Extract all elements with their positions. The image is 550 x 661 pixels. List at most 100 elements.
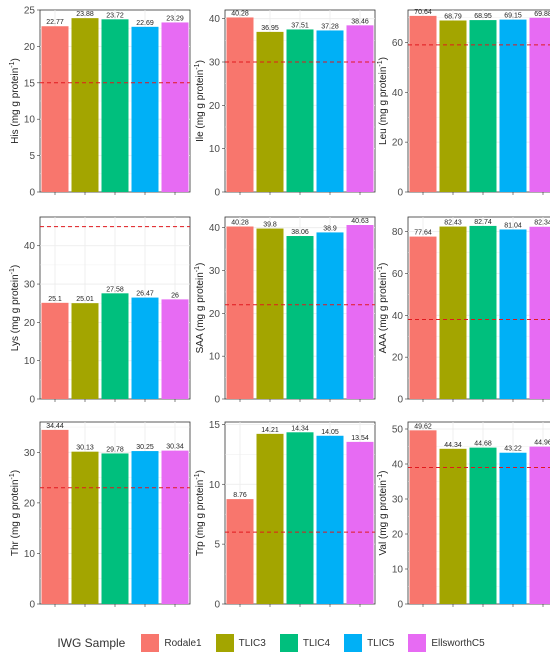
y-tick-label: 10	[209, 480, 221, 491]
bar-ellsworthc5	[161, 450, 189, 604]
data-label: 30.34	[166, 444, 184, 451]
y-tick-label: 40	[209, 14, 221, 25]
data-label: 40.28	[231, 10, 249, 17]
bar-tlic5	[499, 19, 527, 192]
y-tick-label: 40	[392, 311, 404, 322]
bar-tlic3	[439, 226, 467, 399]
data-label: 40.63	[351, 218, 369, 225]
data-label: 29.78	[106, 446, 124, 453]
legend-label: Rodale1	[164, 637, 202, 649]
bar-tlic5	[316, 30, 344, 192]
data-label: 22.69	[136, 20, 154, 27]
y-tick-label: 30	[24, 448, 36, 459]
legend-label: EllsworthC5	[431, 637, 485, 649]
data-label: 8.76	[233, 492, 247, 499]
y-tick-label: 10	[24, 549, 36, 560]
bar-tlic5	[131, 451, 159, 604]
bar-ellsworthc5	[529, 17, 550, 193]
y-tick-label: 15	[209, 420, 221, 431]
bar-tlic3	[439, 448, 467, 604]
y-tick-label: 60	[392, 38, 404, 49]
bar-tlic4	[469, 447, 497, 604]
bar-rodale1	[409, 430, 437, 604]
bar-ellsworthc5	[161, 22, 189, 193]
y-tick-label: 0	[214, 395, 220, 406]
y-tick-label: 30	[209, 266, 221, 277]
bar-rodale1	[41, 302, 69, 399]
data-label: 22.77	[46, 19, 64, 26]
y-tick-label: 30	[392, 495, 404, 506]
y-tick-label: 50	[392, 425, 404, 436]
panel-7: 8.76 14.21 14.34 14.05 13.54 0 5 10 15 Trp (mg g …	[194, 420, 376, 611]
legend-item-rodale1: Rodale1	[141, 634, 202, 652]
data-label: 37.28	[321, 23, 339, 30]
bar-tlic5	[131, 297, 159, 399]
y-tick-label: 0	[29, 188, 35, 199]
data-label: 14.34	[291, 425, 309, 432]
bar-tlic5	[316, 435, 344, 604]
bar-rodale1	[226, 499, 254, 604]
bar-rodale1	[226, 17, 254, 192]
y-tick-label: 10	[209, 144, 221, 155]
bar-tlic3	[71, 18, 99, 193]
data-label: 26.47	[136, 291, 154, 298]
y-tick-label: 10	[209, 352, 221, 363]
y-tick-label: 20	[24, 42, 36, 53]
legend-swatch	[408, 634, 427, 652]
legend-label: TLIC4	[302, 637, 331, 649]
y-tick-label: 10	[392, 565, 404, 576]
y-axis-label: Thr (mg g protein-1)	[9, 470, 21, 556]
data-label: 37.51	[291, 22, 309, 29]
bar-ellsworthc5	[529, 226, 550, 399]
data-label: 82.74	[474, 219, 492, 226]
y-axis-label: SAA (mg g protein-1)	[194, 263, 206, 354]
y-tick-label: 20	[24, 318, 36, 329]
bar-ellsworthc5	[161, 299, 189, 399]
bar-ellsworthc5	[346, 225, 374, 399]
bar-rodale1	[409, 15, 437, 193]
data-label: 39.8	[263, 222, 277, 229]
y-tick-label: 40	[209, 223, 221, 234]
data-label: 44.96	[534, 440, 550, 447]
y-tick-label: 0	[214, 600, 220, 611]
y-tick-label: 20	[392, 530, 404, 541]
bar-tlic4	[469, 20, 497, 192]
y-axis-label: His (mg g protein-1)	[9, 58, 21, 144]
panel-5: 77.64 82.43 82.74 81.04 82.34 0 20 40 60 80 AAA (m…	[377, 216, 550, 406]
bar-ellsworthc5	[346, 25, 374, 193]
data-label: 36.95	[261, 25, 279, 32]
y-tick-label: 40	[392, 460, 404, 471]
data-label: 13.54	[351, 435, 369, 442]
y-tick-label: 0	[397, 395, 403, 406]
bar-tlic3	[71, 451, 99, 604]
y-tick-label: 10	[24, 115, 36, 126]
y-tick-label: 10	[24, 356, 36, 367]
legend-swatch	[279, 634, 298, 652]
y-tick-label: 5	[214, 540, 220, 551]
data-label: 44.68	[474, 441, 492, 448]
y-tick-label: 30	[209, 58, 221, 69]
y-tick-label: 40	[24, 241, 36, 252]
bar-tlic4	[286, 29, 314, 193]
legend-item-tlic4: TLIC4	[279, 634, 331, 652]
data-label: 44.34	[444, 442, 462, 449]
data-label: 25.1	[48, 296, 62, 303]
y-tick-label: 80	[392, 227, 404, 238]
data-label: 77.64	[414, 230, 432, 237]
y-tick-label: 0	[29, 395, 35, 406]
bar-tlic4	[286, 236, 314, 399]
data-label: 69.88	[534, 11, 550, 18]
y-axis-label: Ile (mg g protein-1)	[194, 60, 206, 142]
bar-tlic3	[439, 20, 467, 192]
bar-tlic4	[101, 453, 129, 604]
bar-tlic4	[286, 432, 314, 604]
data-label: 27.58	[106, 286, 124, 293]
data-label: 23.29	[166, 15, 184, 22]
y-tick-label: 20	[209, 309, 221, 320]
bar-ellsworthc5	[529, 446, 550, 604]
panel-4: 40.28 39.8 38.06 38.9 40.63 0 10 20 30 40 SAA (mg …	[194, 216, 376, 406]
y-axis-label: Val (mg g protein-1)	[377, 471, 389, 556]
bar-rodale1	[41, 26, 69, 192]
y-tick-label: 25	[24, 6, 36, 17]
